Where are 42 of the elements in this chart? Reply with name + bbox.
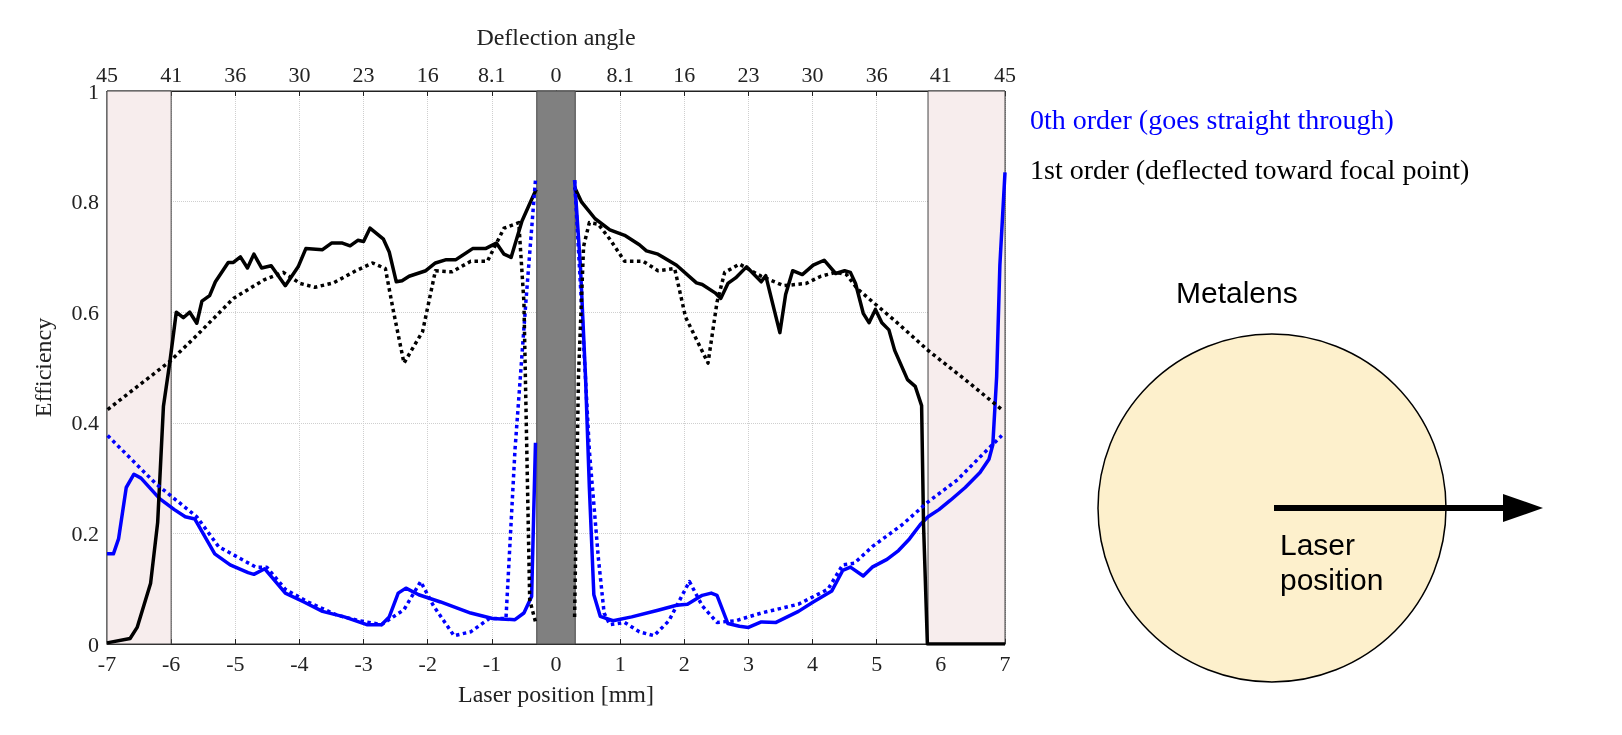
text: 36 (224, 61, 247, 87)
y-tick-label: 0.2 (71, 520, 99, 546)
x-tick-label: -6 (161, 650, 181, 676)
series-label: 0th order (goes straight through) (1030, 103, 1394, 135)
text: 41 (929, 61, 952, 87)
text: 23 (352, 61, 375, 87)
x-tick-label: 0 (550, 650, 562, 676)
x-tick-label: 1 (614, 650, 626, 676)
text: 45 (994, 61, 1016, 87)
text: 1st order (deflected toward focal point) (1030, 153, 1470, 185)
y-tick-label: 0 (88, 631, 99, 657)
x-tick-label: 7 (999, 650, 1011, 676)
text: 41 (160, 61, 183, 87)
text: 36 (865, 61, 888, 87)
x-tick-label: 4 (807, 650, 819, 676)
y-tick-label: 0.4 (71, 410, 99, 436)
x-tick-label: -5 (226, 650, 245, 676)
x-tick-label: 2 (678, 650, 690, 676)
y-axis-title: Efficiency (30, 317, 56, 418)
text: Laser position (1280, 528, 1385, 597)
chart-title: Deflection angle (476, 24, 636, 50)
x-axis-title: Laser position [mm] (458, 681, 654, 707)
x-tick-label: 5 (871, 650, 883, 676)
text: 16 (673, 61, 696, 87)
x-tick-label: -1 (482, 650, 502, 676)
text: 45 (96, 61, 118, 87)
text: 23 (737, 61, 760, 87)
y-tick-label: 0.6 (71, 299, 99, 325)
text: 30 (801, 61, 824, 87)
text: Metalens (1176, 276, 1298, 311)
x-tick-label: -3 (354, 650, 373, 676)
text: 16 (416, 61, 439, 87)
text: 8.1 (478, 61, 506, 87)
text: 0 (550, 61, 562, 87)
x-tick-label: -4 (290, 650, 309, 676)
x-tick-label: -7 (97, 650, 117, 676)
text: 30 (288, 61, 311, 87)
x-tick-label: -2 (418, 650, 437, 676)
x-tick-label: 3 (742, 650, 754, 676)
y-tick-label: 0.8 (71, 189, 99, 215)
text: 8.1 (606, 61, 634, 87)
x-tick-label: 6 (935, 650, 947, 676)
